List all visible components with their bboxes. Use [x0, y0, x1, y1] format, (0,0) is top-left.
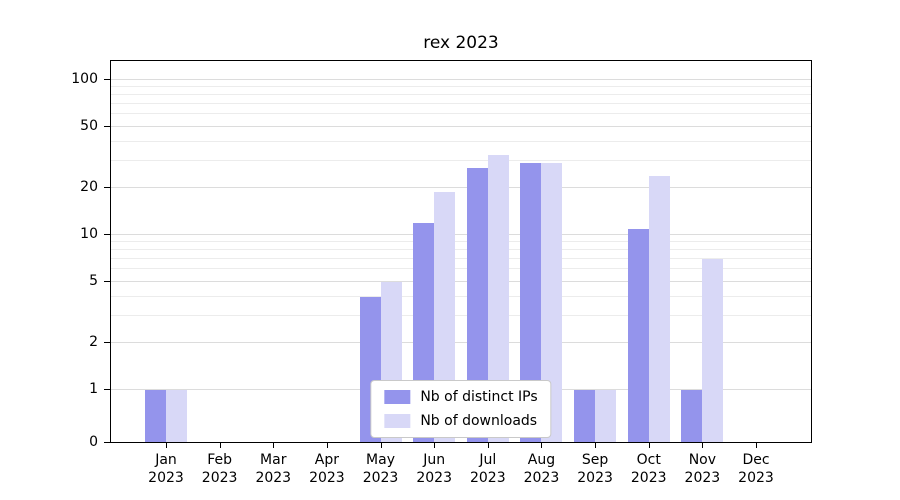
bar-downloads [648, 176, 670, 443]
bar-downloads [166, 390, 187, 443]
y-tick-label: 20 [80, 179, 98, 196]
major-gridline [110, 79, 812, 80]
y-tick-label: 2 [89, 334, 98, 351]
major-gridline [110, 280, 812, 282]
x-tick-mark [326, 443, 328, 448]
y-tick-mark [104, 442, 110, 443]
x-tick-label: Feb 2023 [201, 452, 238, 487]
x-tick-label: Nov 2023 [684, 452, 721, 487]
x-tick-mark [595, 443, 597, 448]
bar-distinct-ips [681, 390, 703, 443]
x-tick-mark [434, 443, 436, 448]
y-tick-label: 1 [89, 381, 98, 397]
legend-swatch [384, 390, 411, 404]
x-tick-mark [487, 443, 489, 448]
x-tick-label: Mar 2023 [255, 452, 292, 487]
minor-gridline [110, 249, 812, 251]
bar-distinct-ips [466, 168, 488, 443]
major-gridline [110, 125, 812, 127]
x-tick-mark [648, 443, 650, 448]
minor-gridline [110, 241, 812, 243]
x-tick-label: Aug 2023 [523, 452, 560, 487]
x-tick-label: Sep 2023 [577, 452, 613, 487]
minor-gridline [110, 86, 812, 88]
y-tick-label: 50 [80, 117, 98, 134]
bar-distinct-ips [145, 390, 166, 443]
minor-gridline [110, 113, 812, 115]
minor-gridline [110, 258, 812, 260]
bar-downloads [702, 259, 724, 443]
plot-area: Nb of distinct IPs Nb of downloads [110, 60, 812, 443]
bar-downloads [541, 163, 563, 443]
chart-title: rex 2023 [423, 33, 499, 53]
bar-downloads [595, 390, 617, 443]
y-tick-mark [104, 187, 110, 189]
x-tick-label: Apr 2023 [309, 452, 345, 487]
y-tick-label: 5 [89, 272, 98, 289]
x-tick-label: Jul 2023 [469, 452, 506, 487]
x-tick-mark [273, 443, 275, 448]
minor-gridline [110, 315, 812, 317]
y-tick-mark [104, 342, 110, 344]
bar-downloads [487, 154, 509, 443]
legend-swatch [384, 414, 411, 428]
major-gridline [110, 187, 812, 189]
y-tick-label: 10 [80, 226, 98, 242]
x-tick-label: Jan 2023 [148, 452, 184, 487]
bar-distinct-ips [627, 228, 649, 443]
x-tick-mark [380, 443, 382, 448]
y-tick-mark [104, 79, 110, 80]
legend-item: Nb of distinct IPs [384, 389, 538, 405]
minor-gridline [110, 295, 812, 297]
x-tick-label: May 2023 [362, 452, 399, 487]
minor-gridline [110, 268, 812, 270]
x-tick-mark [756, 443, 757, 448]
bar-distinct-ips [574, 390, 596, 443]
x-tick-mark [702, 443, 704, 448]
major-gridline [110, 342, 812, 344]
x-tick-label: Dec 2023 [738, 452, 774, 487]
major-gridline [110, 234, 812, 235]
legend-item-label: Nb of distinct IPs [420, 389, 538, 405]
x-tick-mark [219, 443, 221, 448]
y-tick-mark [104, 234, 110, 235]
y-tick-mark [104, 280, 110, 282]
y-tick-label: 100 [71, 71, 98, 87]
y-tick-label: 0 [89, 434, 98, 450]
x-tick-mark [166, 443, 167, 448]
bar-distinct-ips [520, 163, 542, 443]
legend: Nb of distinct IPs Nb of downloads [370, 380, 552, 438]
minor-gridline [110, 140, 812, 142]
y-tick-mark [104, 125, 110, 127]
y-tick-mark [104, 389, 110, 390]
x-tick-label: Jun 2023 [416, 452, 452, 487]
minor-gridline [110, 160, 812, 162]
minor-gridline [110, 94, 812, 96]
minor-gridline [110, 103, 812, 105]
x-tick-label: Oct 2023 [630, 452, 667, 487]
legend-item: Nb of downloads [384, 413, 537, 429]
x-tick-mark [541, 443, 543, 448]
legend-item-label: Nb of downloads [420, 413, 538, 429]
